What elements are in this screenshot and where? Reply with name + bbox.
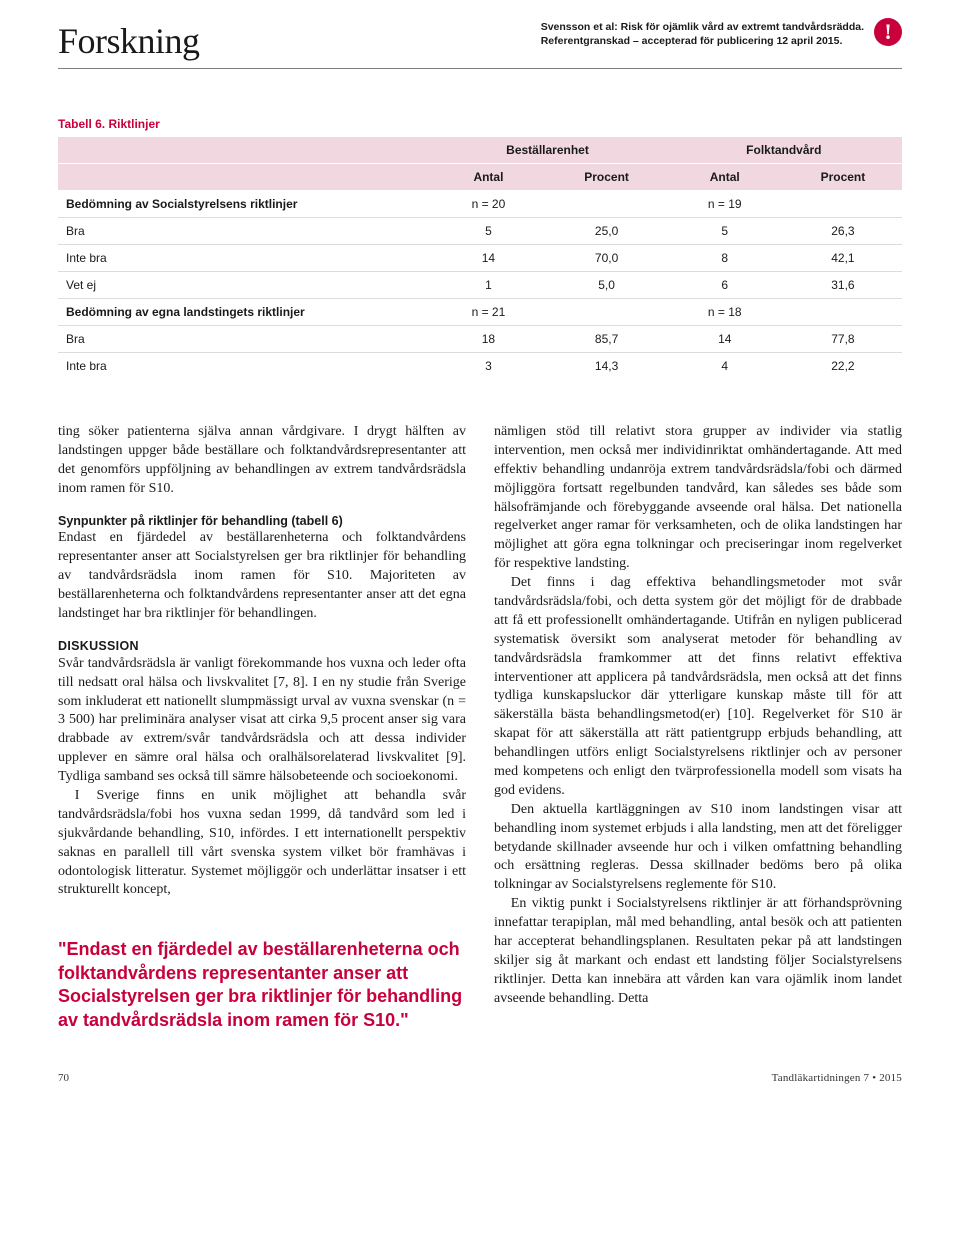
table-row-label: Bra bbox=[58, 218, 429, 245]
section-title: Forskning bbox=[58, 20, 200, 62]
subheading: Synpunkter på riktlinjer för behandling … bbox=[58, 513, 466, 530]
table-header-cell: Folktandvård bbox=[666, 137, 902, 164]
pull-quote: "Endast en fjärdedel av beställarenheter… bbox=[58, 938, 466, 1032]
table-row-label: Bedömning av egna landstingets riktlinje… bbox=[58, 299, 429, 326]
table-row: Vet ej15,0631,6 bbox=[58, 272, 902, 299]
table-cell bbox=[548, 299, 666, 326]
alert-icon: ! bbox=[874, 18, 902, 46]
table-cell: 3 bbox=[429, 353, 547, 380]
table-row: Inte bra1470,0842,1 bbox=[58, 245, 902, 272]
table-header-cell: Antal bbox=[429, 164, 547, 191]
table-cell bbox=[784, 191, 902, 218]
column-right: nämligen stöd till relativt stora gruppe… bbox=[494, 423, 902, 1032]
table-cell: 5 bbox=[666, 218, 784, 245]
table-row: Bra1885,71477,8 bbox=[58, 326, 902, 353]
table-cell: 1 bbox=[429, 272, 547, 299]
table-header-cell: Procent bbox=[784, 164, 902, 191]
citation-text: Svensson et al: Risk för ojämlik vård av… bbox=[541, 20, 864, 48]
table-cell: n = 20 bbox=[429, 191, 547, 218]
table-row-label: Inte bra bbox=[58, 245, 429, 272]
table-cell: 42,1 bbox=[784, 245, 902, 272]
table-cell: 25,0 bbox=[548, 218, 666, 245]
body-paragraph: nämligen stöd till relativt stora gruppe… bbox=[494, 423, 902, 574]
table-cell: 70,0 bbox=[548, 245, 666, 272]
table-cell: 6 bbox=[666, 272, 784, 299]
table-header-cell: Beställarenhet bbox=[429, 137, 665, 164]
table-cell bbox=[548, 191, 666, 218]
table-row-label: Inte bra bbox=[58, 353, 429, 380]
table-caption: Tabell 6. Riktlinjer bbox=[58, 117, 902, 131]
table-cell: 5 bbox=[429, 218, 547, 245]
table-header-cell bbox=[58, 137, 429, 164]
table-cell: n = 19 bbox=[666, 191, 784, 218]
table-cell: n = 21 bbox=[429, 299, 547, 326]
body-paragraph: Den aktuella kartläggningen av S10 inom … bbox=[494, 801, 902, 895]
table-cell: 31,6 bbox=[784, 272, 902, 299]
table-row-label: Bedömning av Socialstyrelsens riktlinjer bbox=[58, 191, 429, 218]
table-row: Inte bra314,3422,2 bbox=[58, 353, 902, 380]
table-cell: 8 bbox=[666, 245, 784, 272]
body-paragraph: En viktig punkt i Socialstyrelsens riktl… bbox=[494, 895, 902, 1008]
table-header-cell: Antal bbox=[666, 164, 784, 191]
page-footer: 70 Tandläkartidningen 7 • 2015 bbox=[58, 1072, 902, 1084]
table-cell: 14,3 bbox=[548, 353, 666, 380]
table-header-cell bbox=[58, 164, 429, 191]
page-header: Forskning Svensson et al: Risk för ojäml… bbox=[58, 20, 902, 69]
body-paragraph: Endast en fjärdedel av beställarenhetern… bbox=[58, 529, 466, 623]
table-cell: 26,3 bbox=[784, 218, 902, 245]
table-row-label: Bra bbox=[58, 326, 429, 353]
table-cell: 5,0 bbox=[548, 272, 666, 299]
table-header-cell: Procent bbox=[548, 164, 666, 191]
citation-block: Svensson et al: Risk för ojämlik vård av… bbox=[541, 20, 902, 48]
table-row: Bedömning av egna landstingets riktlinje… bbox=[58, 299, 902, 326]
table-cell: 14 bbox=[666, 326, 784, 353]
citation-line: Svensson et al: Risk för ojämlik vård av… bbox=[541, 20, 864, 34]
page-number: 70 bbox=[58, 1072, 69, 1084]
table-cell: 85,7 bbox=[548, 326, 666, 353]
table-cell: n = 18 bbox=[666, 299, 784, 326]
table-row-label: Vet ej bbox=[58, 272, 429, 299]
body-paragraph: ting söker patienterna själva annan vård… bbox=[58, 423, 466, 499]
column-left: ting söker patienterna själva annan vård… bbox=[58, 423, 466, 1032]
riktlinjer-table: Beställarenhet Folktandvård Antal Procen… bbox=[58, 137, 902, 379]
table-cell: 14 bbox=[429, 245, 547, 272]
table-6: Tabell 6. Riktlinjer Beställarenhet Folk… bbox=[58, 117, 902, 379]
body-paragraph: Svår tandvårdsrädsla är vanligt förekomm… bbox=[58, 655, 466, 787]
citation-line: Referentgranskad – accepterad för public… bbox=[541, 34, 864, 48]
body-paragraph: I Sverige finns en unik möjlighet att be… bbox=[58, 787, 466, 900]
table-row: Bedömning av Socialstyrelsens riktlinjer… bbox=[58, 191, 902, 218]
table-cell: 77,8 bbox=[784, 326, 902, 353]
table-cell: 22,2 bbox=[784, 353, 902, 380]
article-body: ting söker patienterna själva annan vård… bbox=[58, 423, 902, 1032]
body-paragraph: Det finns i dag effektiva behandlingsmet… bbox=[494, 574, 902, 801]
table-cell: 4 bbox=[666, 353, 784, 380]
table-cell bbox=[784, 299, 902, 326]
subheading: DISKUSSION bbox=[58, 638, 466, 655]
table-row: Bra525,0526,3 bbox=[58, 218, 902, 245]
table-cell: 18 bbox=[429, 326, 547, 353]
publication-info: Tandläkartidningen 7 • 2015 bbox=[772, 1072, 902, 1084]
